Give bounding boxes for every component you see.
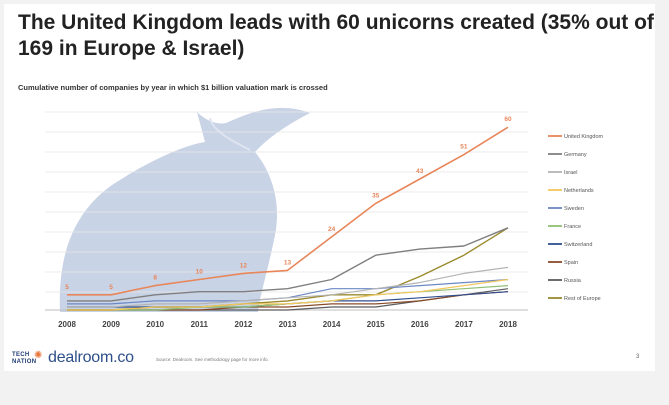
legend-label: Germany (564, 152, 587, 158)
x-tick-label: 2013 (279, 320, 297, 329)
legend-label: France (564, 224, 581, 230)
series-line-israel (67, 266, 509, 308)
data-label: 60 (504, 116, 512, 123)
x-tick-label: 2017 (455, 320, 473, 329)
data-label: 35 (372, 192, 380, 199)
legend-label: Rest of Europe (564, 296, 601, 302)
x-tick-label: 2018 (499, 320, 517, 329)
chart-subtitle: Cumulative number of companies by year i… (18, 83, 328, 92)
data-label: 51 (460, 144, 468, 151)
data-label: 10 (196, 269, 204, 276)
legend-label: Sweden (564, 206, 584, 212)
data-label: 43 (416, 168, 424, 175)
legend-label: Spain (564, 260, 578, 266)
data-label: 24 (328, 226, 336, 233)
x-tick-label: 2016 (411, 320, 429, 329)
data-label: 8 (153, 275, 157, 282)
series-lines (67, 126, 509, 311)
data-label: 5 (109, 284, 113, 291)
x-tick-label: 2009 (102, 320, 120, 329)
data-label: 12 (240, 262, 248, 269)
legend-label: Israel (564, 170, 577, 176)
data-labels: 5 5 8 10 12 13 24 35 43 51 60 (65, 116, 512, 291)
legend-label: Netherlands (564, 188, 594, 194)
series-line-netherlands (67, 278, 509, 311)
x-tick-label: 2014 (323, 320, 341, 329)
source-note: Source: Dealroom. See methodology page f… (156, 357, 269, 362)
data-label: 13 (284, 259, 292, 266)
dealroom-logo: dealroom.co (48, 349, 134, 366)
x-tick-label: 2012 (235, 320, 253, 329)
x-tick-label: 2008 (58, 320, 76, 329)
legend-label: United Kingdom (564, 134, 604, 140)
page-number: 3 (636, 354, 640, 360)
data-label: 5 (65, 284, 69, 291)
unicorn-silhouette (59, 107, 310, 312)
footer: TECH NATION ✺ dealroom.co Source: Dealro… (10, 349, 650, 372)
x-axis: 2008 2009 2010 2011 2012 2013 2014 2015 2016 2017… (58, 320, 517, 329)
tech-nation-flower-icon: ✺ (34, 350, 43, 361)
x-tick-label: 2010 (146, 320, 164, 329)
x-tick-label: 2011 (191, 320, 209, 329)
legend-label: Russia (564, 278, 582, 284)
legend: United Kingdom Germany Israel Netherlands Sw… (548, 134, 604, 302)
x-tick-label: 2015 (367, 320, 385, 329)
series-line-germany (67, 227, 509, 302)
tech-nation-logo: TECH NATION (12, 352, 37, 365)
legend-label: Switzerland (564, 242, 592, 248)
page-title: The United Kingdom leads with 60 unicorn… (18, 11, 654, 60)
series-line-united-kingdom (67, 126, 509, 296)
